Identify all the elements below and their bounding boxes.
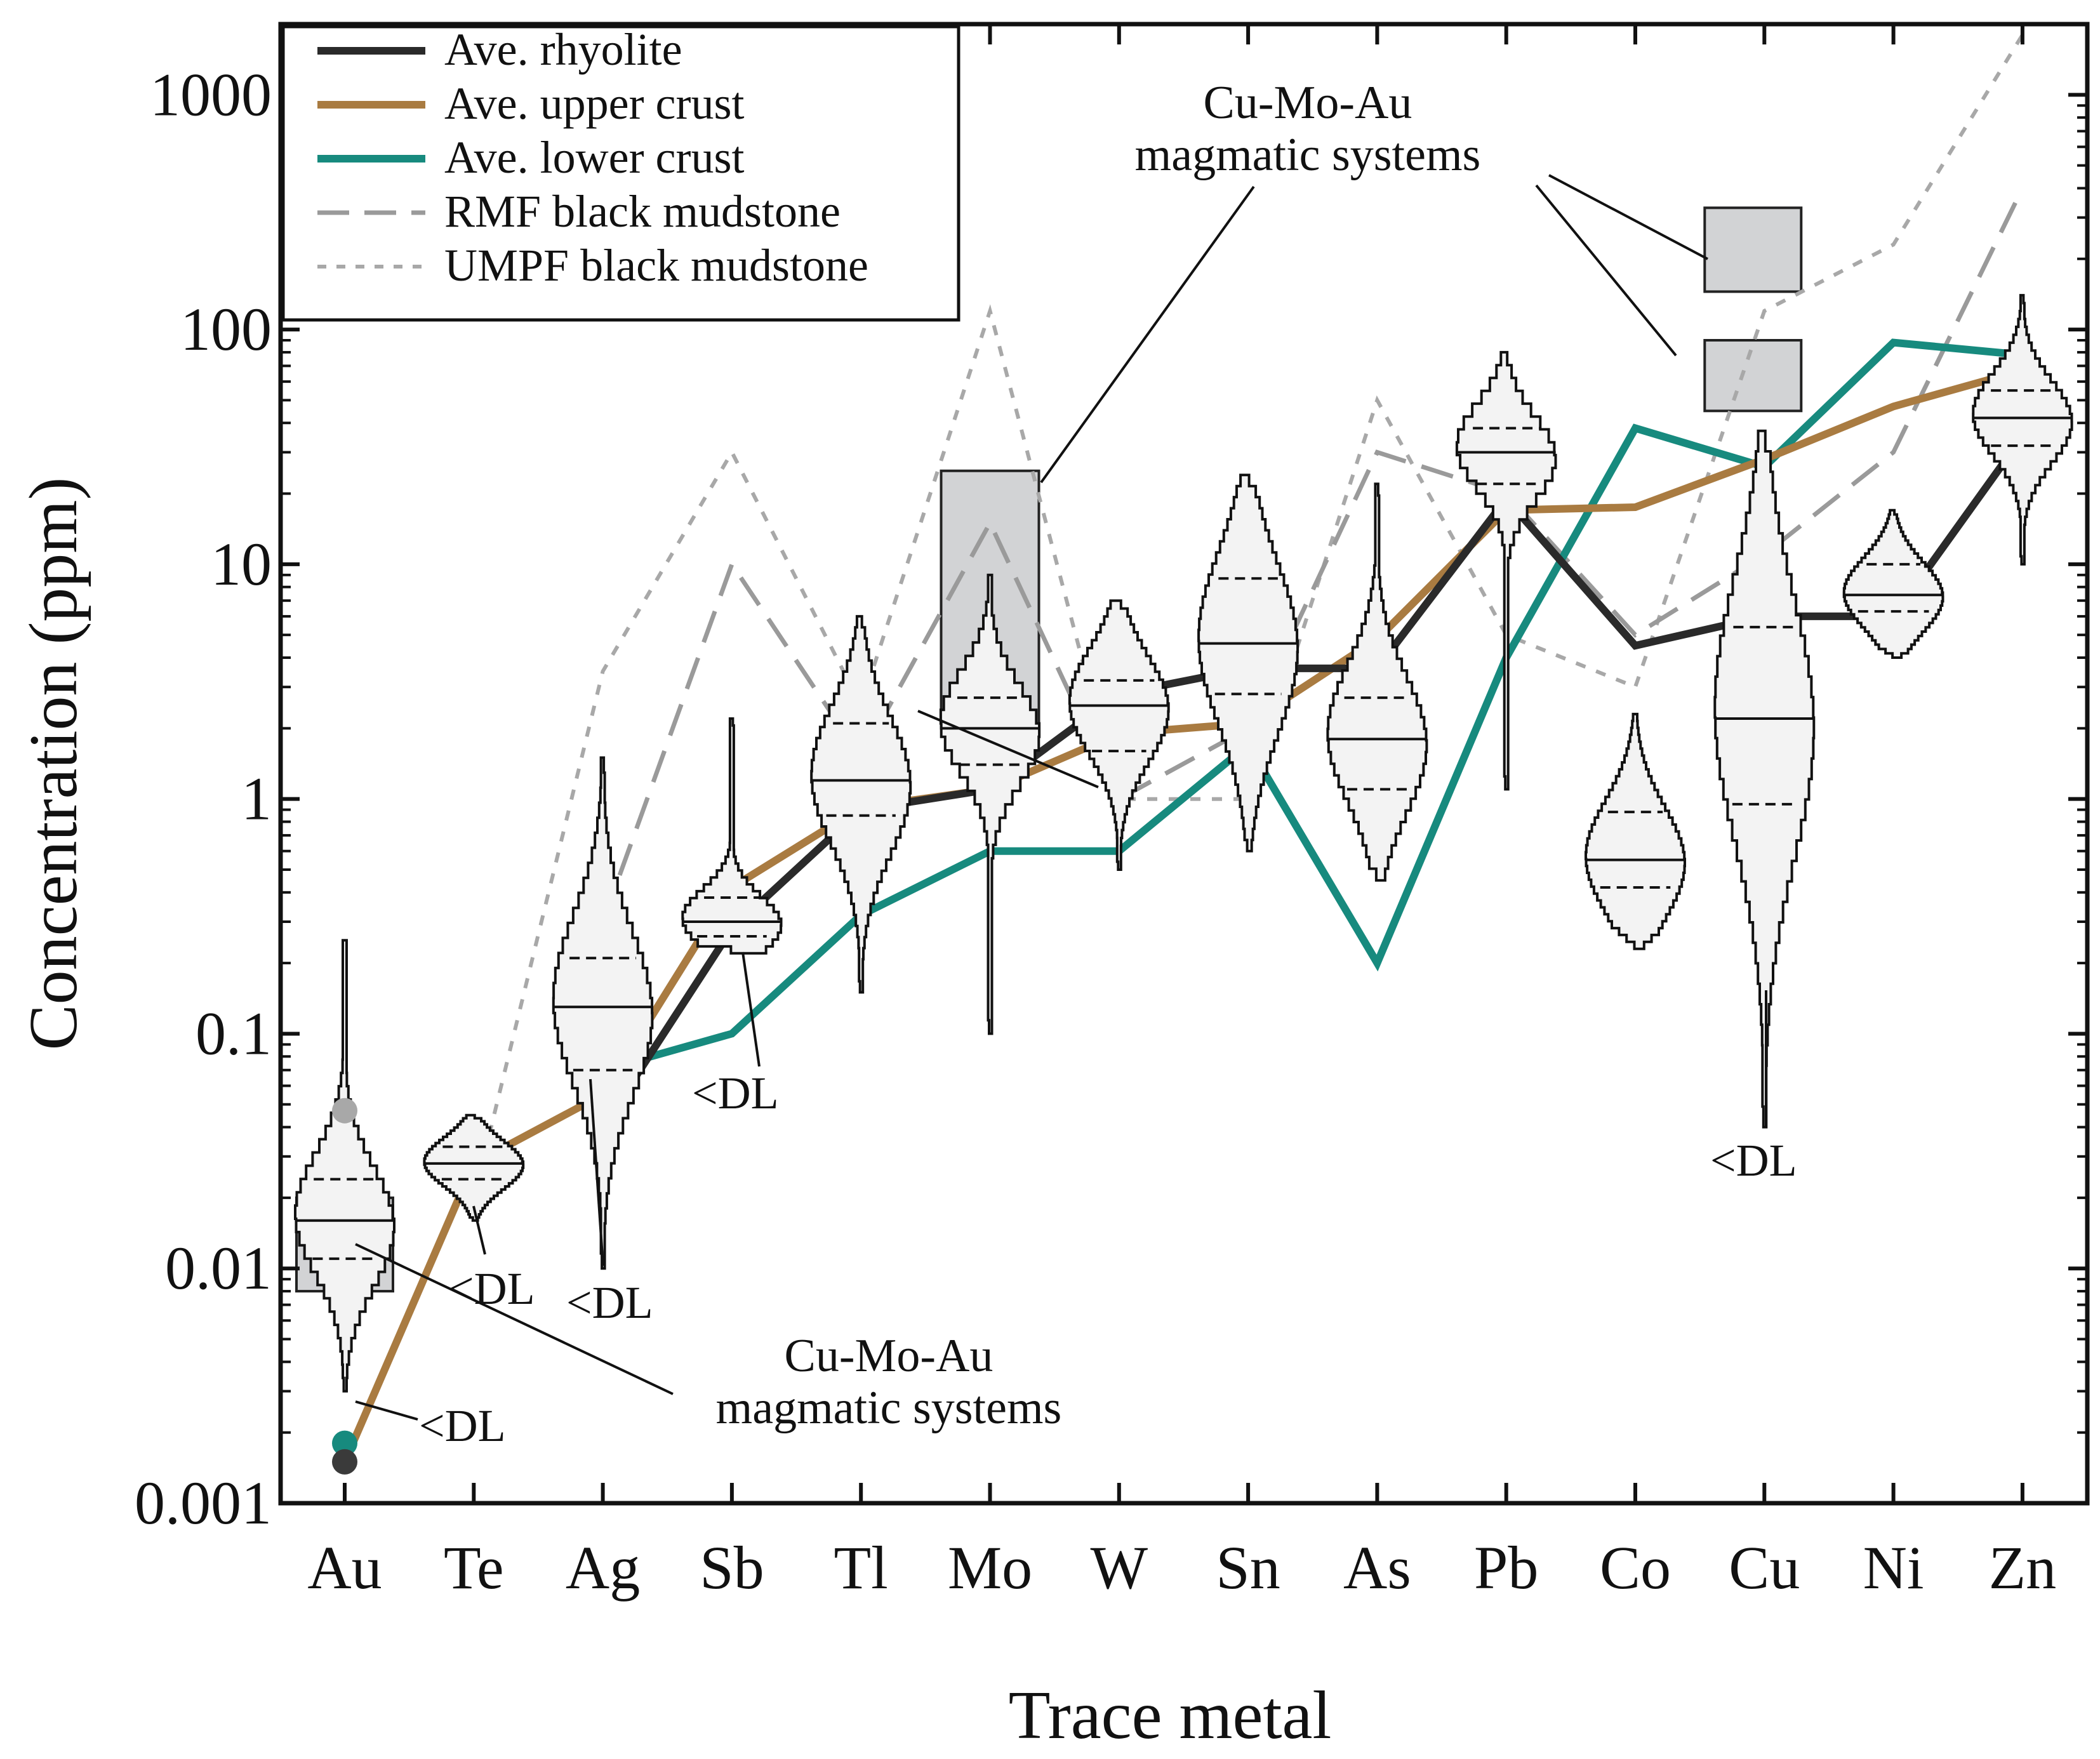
annotations: Cu-Mo-Au magmatic systems Cu-Mo-Au magma… — [419, 77, 1797, 1451]
violin-cu — [1713, 429, 1816, 1129]
violin-pb — [1455, 350, 1557, 791]
plot-frame — [278, 22, 2090, 1506]
legend-label-ave-lower-crust: Ave. lower crust — [444, 132, 745, 183]
leader-line-8 — [741, 952, 761, 1067]
violin-body-sn — [1197, 474, 1299, 853]
violin-body-co — [1585, 712, 1686, 950]
axes: 0.001 0.01 0.1 1 10 100 1000 Au Te Ag Sb Tl Mo W Sn As P… — [135, 23, 2087, 1602]
leader-line-0 — [1548, 174, 1708, 260]
x-tick-label-au: Au — [307, 1534, 382, 1602]
data-points — [332, 1098, 357, 1475]
violin-tl — [810, 614, 912, 994]
violin-body-ni — [1842, 508, 1944, 659]
y-tick-label-0-01: 0.01 — [165, 1234, 272, 1302]
x-tick-label-pb: Pb — [1474, 1534, 1538, 1602]
dl-label-cu: <DL — [1710, 1135, 1797, 1186]
leader-line-6 — [472, 1205, 486, 1255]
y-axis-title: Concentration (ppm) — [16, 477, 91, 1051]
violin-body-zn — [1972, 294, 2073, 566]
x-tick-label-te: Te — [444, 1534, 504, 1602]
x-axis-title: Trace metal — [1009, 1678, 1332, 1753]
x-tick-label-zn: Zn — [1989, 1534, 2057, 1602]
violin-ni — [1842, 508, 1944, 659]
point-au-1 — [332, 1430, 357, 1456]
distributions — [294, 294, 2073, 1393]
leader-line-3 — [917, 710, 1099, 788]
violin-body-w — [1068, 599, 1170, 871]
x-tick-label-w: W — [1090, 1534, 1148, 1602]
range-box-cu-3 — [1703, 206, 1803, 293]
dl-label-sb: <DL — [692, 1068, 779, 1118]
violin-as — [1326, 482, 1428, 882]
violin-au — [294, 939, 395, 1393]
violin-co — [1585, 712, 1686, 950]
leader-line-7 — [589, 1079, 604, 1266]
dl-label-te: <DL — [448, 1263, 535, 1314]
legend-label-ave-rhyolite: Ave. rhyolite — [444, 24, 682, 75]
violin-body-au — [294, 939, 395, 1393]
annotation-lower-line1: Cu-Mo-Au — [785, 1330, 994, 1382]
range-box-cu-2 — [1703, 339, 1803, 413]
x-tick-label-cu: Cu — [1729, 1534, 1800, 1602]
violin-body-te — [423, 1113, 525, 1222]
violin-body-sb — [681, 717, 783, 955]
violin-sn — [1197, 474, 1299, 853]
x-tick-label-sb: Sb — [700, 1534, 764, 1602]
x-tick-label-tl: Tl — [834, 1534, 888, 1602]
y-tick-label-1000: 1000 — [150, 60, 272, 128]
y-tick-label-0-1: 0.1 — [196, 999, 272, 1067]
series-line-ave-lower-crust-1 — [601, 338, 2023, 1074]
violin-te — [423, 1113, 525, 1222]
leader-line-4 — [355, 1243, 674, 1395]
y-tick-label-1: 1 — [241, 765, 272, 833]
y-tick-label-100: 100 — [180, 295, 272, 363]
x-tick-label-ni: Ni — [1863, 1534, 1924, 1602]
leader-line-1 — [1535, 184, 1677, 357]
legend-label-rmf-black-mudstone: RMF black mudstone — [444, 186, 841, 237]
violin-body-mo — [939, 573, 1041, 1035]
leader-line-2 — [1040, 185, 1255, 484]
violin-body-cu — [1713, 429, 1816, 1129]
violin-sb — [681, 717, 783, 955]
violin-body-ag — [552, 756, 654, 1270]
series-line-umpf-black-mudstone-0 — [472, 34, 2024, 1198]
leader-line-5 — [355, 1400, 418, 1421]
violin-body-pb — [1455, 350, 1557, 791]
dl-label-ag: <DL — [566, 1277, 653, 1328]
violin-body-as — [1326, 482, 1428, 882]
violin-zn — [1972, 294, 2073, 566]
x-tick-label-ag: Ag — [566, 1534, 640, 1602]
legend-label-ave-upper-crust: Ave. upper crust — [444, 78, 745, 129]
annotation-leaders — [355, 174, 1767, 1421]
annotation-upper-line2: magmatic systems — [1135, 129, 1481, 181]
x-tick-label-sn: Sn — [1216, 1534, 1280, 1602]
violin-ag — [552, 756, 654, 1270]
annotation-lower-line2: magmatic systems — [716, 1382, 1062, 1434]
annotation-upper-line1: Cu-Mo-Au — [1204, 77, 1412, 129]
y-tick-label-0-001: 0.001 — [135, 1469, 272, 1537]
y-tick-label-10: 10 — [211, 530, 272, 598]
x-tick-label-mo: Mo — [948, 1534, 1032, 1602]
x-tick-label-as: As — [1343, 1534, 1411, 1602]
x-tick-label-co: Co — [1600, 1534, 1671, 1602]
legend-label-umpf-black-mudstone: UMPF black mudstone — [444, 240, 868, 291]
point-au-0 — [332, 1098, 357, 1124]
violin-body-tl — [810, 614, 912, 994]
violin-w — [1068, 599, 1170, 871]
dl-label-au: <DL — [419, 1400, 506, 1451]
point-au-2 — [332, 1449, 357, 1475]
legend-box — [281, 25, 960, 322]
